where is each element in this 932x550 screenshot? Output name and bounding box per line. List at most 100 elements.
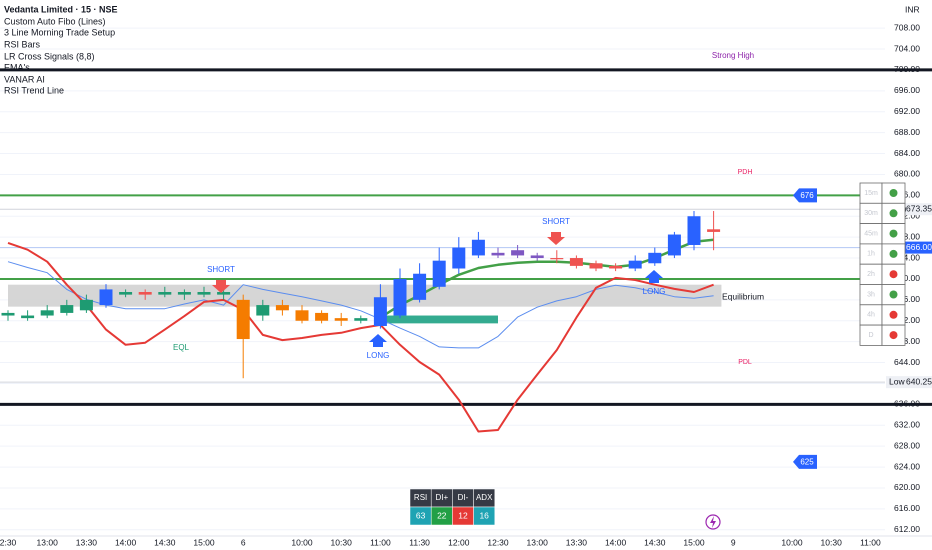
tf-label: 15m [864, 190, 878, 197]
annotation: Equilibrium [722, 291, 764, 301]
y-tick-label: 612.00 [894, 524, 920, 534]
tf-label: 3h [867, 291, 875, 298]
candle-body [256, 305, 270, 316]
y-tick-label: 704.00 [894, 43, 920, 53]
x-tick-label: 13:00 [37, 537, 59, 547]
x-tick-label: 13:30 [76, 537, 98, 547]
y-tick-label: 664.00 [894, 252, 920, 262]
price-tag-label: 640.25 [906, 376, 932, 386]
y-tick-label: 660.00 [894, 273, 920, 283]
candle-body [99, 289, 113, 306]
candle-body [275, 305, 289, 311]
y-tick-label: 632.00 [894, 420, 920, 430]
candle-body [687, 216, 701, 245]
price-tag-label: 673.35 [906, 203, 932, 213]
y-tick-label: 692.00 [894, 106, 920, 116]
price-tag [905, 241, 932, 254]
candle-body [236, 299, 250, 340]
event-icon[interactable] [705, 514, 721, 530]
y-tick-label: 624.00 [894, 461, 920, 471]
price-tag-name: Low [889, 376, 905, 386]
tf-label: 45m [864, 230, 878, 237]
x-tick-label: 13:30 [566, 537, 588, 547]
candle-body [511, 250, 525, 256]
x-tick-label: 13:00 [527, 537, 549, 547]
x-tick-label: 9 [731, 537, 736, 547]
tf-signal [889, 331, 898, 340]
candle-body [60, 305, 74, 313]
candle-body [530, 255, 544, 259]
tf-label: D [868, 332, 873, 339]
table-header: RSI [414, 493, 427, 502]
x-tick-label: 14:30 [154, 537, 176, 547]
candle-body [471, 239, 485, 256]
candle-body [197, 292, 211, 295]
y-tick-label: 620.00 [894, 482, 920, 492]
y-tick-label: 676.00 [894, 190, 920, 200]
y-tick-label: 684.00 [894, 148, 920, 158]
y-tick-label: 636.00 [894, 399, 920, 409]
price-tag [886, 376, 932, 389]
price-marker [793, 188, 817, 203]
table-value-cell [473, 506, 496, 526]
y-tick-label: 652.00 [894, 315, 920, 325]
table-header: DI+ [435, 493, 448, 502]
tf-label: 4h [867, 312, 875, 319]
annotation: SHORT [207, 265, 235, 274]
candle-body [491, 252, 505, 256]
candle-body [79, 299, 93, 311]
candle-body [158, 292, 172, 295]
x-tick-label: 14:00 [115, 537, 137, 547]
y-tick-label: 688.00 [894, 127, 920, 137]
y-tick-label: 668.00 [894, 231, 920, 241]
annotation: Strong High [712, 51, 754, 60]
x-tick-label: 11:00 [370, 537, 391, 547]
x-tick-label: 15:00 [193, 537, 215, 547]
x-tick-label: 6 [241, 537, 246, 547]
table-value: 22 [437, 510, 447, 520]
tf-signal [889, 249, 898, 258]
annotation: SHORT [542, 217, 570, 226]
legend-item: LR Cross Signals (8,8) [4, 51, 95, 61]
legend-item: RSI Bars [4, 39, 41, 49]
zone [386, 315, 498, 324]
candle-body [667, 234, 681, 256]
y-tick-label: 700.00 [894, 64, 920, 74]
y-tick-label: 656.00 [894, 294, 920, 304]
x-tick-label: 15:00 [683, 537, 705, 547]
y-tick-label: 648.00 [894, 336, 920, 346]
axis-layer: INR 708.00 704.00 700.00 696.00 692.00 688.00… [0, 4, 932, 547]
x-tick-label: 10:30 [821, 537, 843, 547]
price-marker [793, 454, 817, 469]
legend-title: Vedanta Limited · 15 · NSE [4, 4, 118, 14]
table-value: 16 [479, 510, 489, 520]
long-arrow [645, 270, 663, 283]
candle-body [569, 258, 583, 266]
legend-item: 3 Line Morning Trade Setup [4, 27, 115, 37]
x-tick-label: 10:00 [291, 537, 313, 547]
tf-label: 2h [867, 271, 875, 278]
tf-signal [889, 229, 898, 238]
y-tick-label: 672.00 [894, 210, 920, 220]
y-tick-label: 616.00 [894, 503, 920, 513]
candle-body [550, 258, 564, 260]
tf-signal [889, 290, 898, 299]
event-icon-bolt [710, 516, 716, 528]
x-tick-label: 12:00 [448, 537, 470, 547]
candle-body [707, 229, 721, 232]
candle-body [315, 312, 329, 321]
x-tick-label: 14:00 [605, 537, 627, 547]
table-header: ADX [476, 493, 493, 502]
candle-body [21, 315, 35, 319]
short-arrow [212, 280, 230, 293]
annotation: EQL [173, 343, 190, 352]
candle-body [413, 273, 427, 300]
table-value: 63 [416, 510, 426, 520]
tf-signal [889, 209, 898, 218]
x-tick-label: 10:30 [331, 537, 353, 547]
annotation: PDL [738, 359, 752, 366]
price-marker-label: 676 [800, 191, 814, 200]
annotation: LONG [643, 287, 666, 296]
